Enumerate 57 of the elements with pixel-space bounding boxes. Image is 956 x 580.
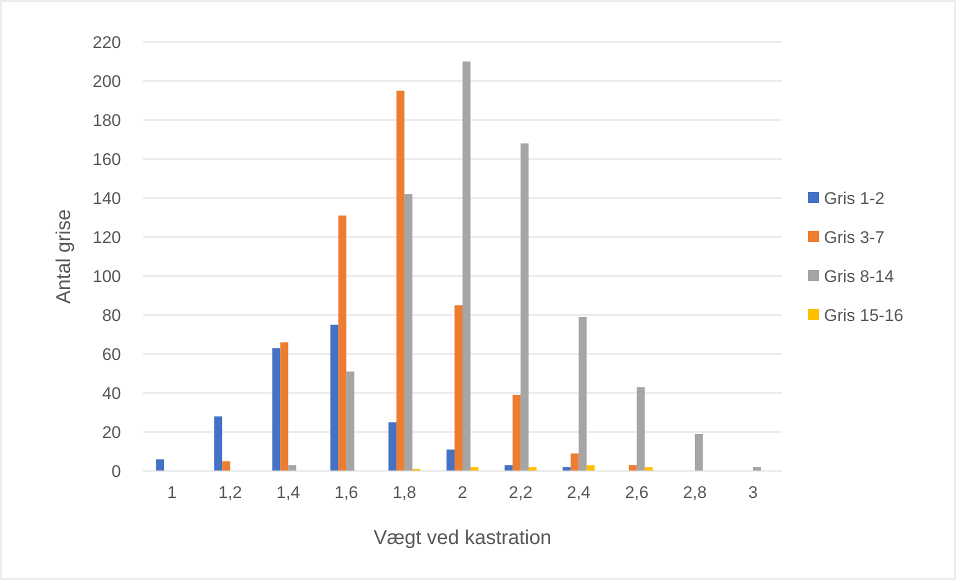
x-tick-label: 3 (748, 483, 758, 502)
bar (396, 90, 404, 471)
y-tick-label: 20 (102, 422, 121, 442)
bar (470, 467, 478, 471)
legend-label: Gris 1-2 (824, 188, 884, 208)
y-tick-label: 180 (92, 110, 121, 130)
bar (156, 459, 164, 471)
bar (330, 324, 338, 471)
bar (272, 348, 280, 471)
bar (578, 316, 587, 471)
bar (462, 62, 470, 471)
bar (404, 194, 412, 471)
y-tick-label: 60 (102, 344, 121, 364)
y-tick-label: 200 (92, 72, 121, 91)
legend-label: Gris 8-14 (824, 266, 894, 286)
x-tick-label: 2 (458, 483, 468, 502)
bar (562, 467, 571, 471)
bar (512, 394, 521, 471)
bar (288, 465, 296, 471)
x-tick-label: 2,6 (624, 483, 649, 502)
x-axis-title: Vægt ved kastration (374, 527, 552, 549)
x-tick-label: 2,4 (566, 483, 590, 502)
bar (520, 143, 529, 471)
x-tick-label: 1 (167, 483, 177, 502)
bar (694, 434, 703, 471)
legend-label: Gris 15-16 (824, 306, 904, 325)
y-tick-label: 80 (102, 306, 121, 325)
x-tick-label: 1,2 (218, 483, 242, 502)
y-tick-label: 40 (102, 384, 121, 403)
y-tick-label: 120 (92, 228, 121, 247)
bar (214, 416, 222, 471)
legend-label: Gris 3-7 (824, 228, 884, 247)
bar (454, 305, 462, 471)
x-tick-label: 2,2 (508, 483, 532, 502)
bar (222, 461, 230, 471)
bar (504, 465, 513, 471)
y-tick-label: 220 (92, 32, 121, 52)
x-tick-label: 2,8 (683, 483, 707, 502)
y-tick-label: 160 (92, 150, 121, 169)
bar (346, 372, 354, 471)
bar (586, 465, 595, 471)
x-tick-label: 1,8 (392, 483, 416, 502)
bar (628, 465, 637, 471)
bar (280, 342, 288, 471)
bar (636, 387, 645, 471)
y-tick-label: 140 (92, 188, 121, 208)
bar (528, 467, 537, 471)
bar (338, 216, 346, 471)
bar (752, 467, 761, 471)
bar (446, 450, 455, 471)
y-tick-label: 100 (92, 266, 121, 286)
bar (570, 453, 579, 471)
x-tick-label: 1,4 (276, 483, 300, 502)
y-axis-title: Antal grise (53, 209, 75, 304)
bar (388, 422, 396, 471)
y-tick-label: 0 (112, 462, 121, 481)
x-tick-label: 1,6 (334, 483, 358, 502)
